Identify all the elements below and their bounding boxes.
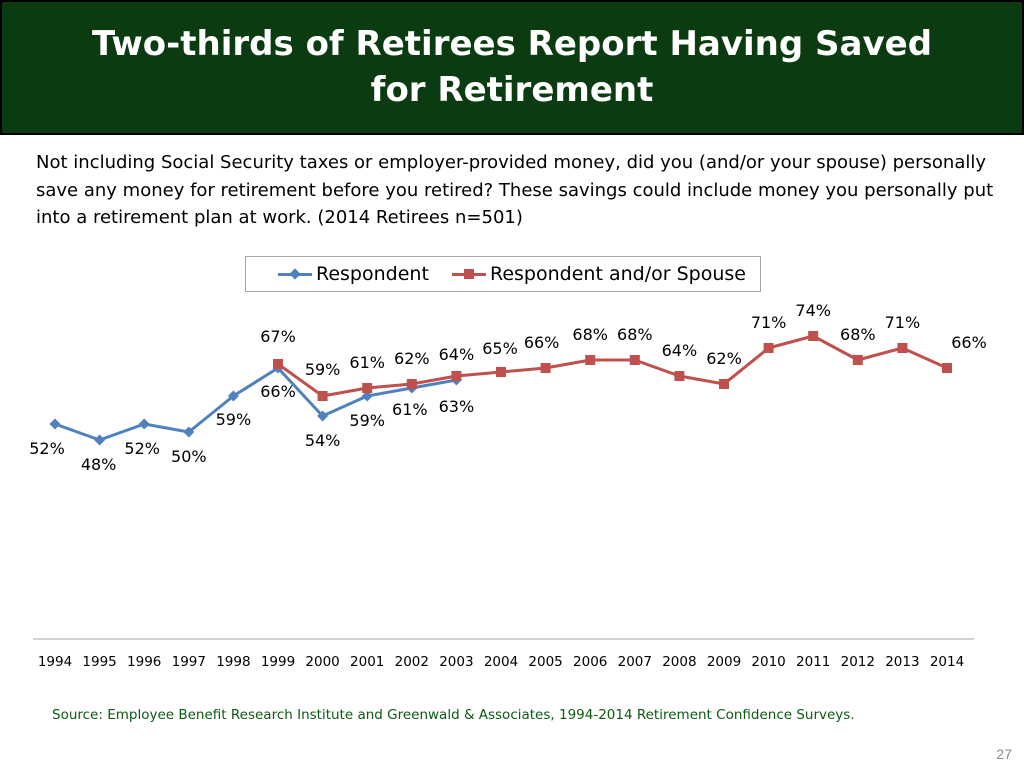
x-tick-label: 1998 <box>216 654 250 670</box>
spouse-data-label: 62% <box>706 349 742 368</box>
x-tick-label: 2007 <box>618 654 652 670</box>
respondent-data-label: 59% <box>349 411 385 430</box>
respondent-data-label: 63% <box>439 397 475 416</box>
spouse-data-label: 74% <box>795 301 831 320</box>
spouse-data-label: 66% <box>524 333 560 352</box>
spouse-point <box>674 371 685 381</box>
legend-swatch-spouse <box>452 268 486 280</box>
x-tick-label: 1994 <box>38 654 72 670</box>
series-line-respondent <box>54 366 457 442</box>
x-tick-label: 2004 <box>484 654 518 670</box>
chart-legend: Respondent Respondent and/or Spouse <box>245 256 761 292</box>
x-tick-label: 2011 <box>796 654 830 670</box>
line-chart: 1994 1995 1996 1997 1998 1999 2000 2001 2002 2003… <box>29 301 987 670</box>
x-tick-label: 2002 <box>395 654 429 670</box>
spouse-data-label: 71% <box>751 313 787 332</box>
x-tick-label: 1996 <box>127 654 161 670</box>
spouse-data-label: 68% <box>572 325 608 344</box>
spouse-data-label: 64% <box>662 341 698 360</box>
respondent-data-label: 48% <box>81 455 117 474</box>
page-number: 27 <box>996 746 1012 762</box>
spouse-data-label: 62% <box>394 349 430 368</box>
x-tick-label: 2013 <box>885 654 919 670</box>
spouse-point <box>808 331 819 341</box>
legend-label-spouse: Respondent and/or Spouse <box>490 263 746 285</box>
spouse-data-label: 61% <box>349 353 385 372</box>
respondent-point <box>317 410 329 422</box>
spouse-data-label: 66% <box>951 333 987 352</box>
x-tick-label: 2010 <box>751 654 785 670</box>
respondent-point <box>227 390 239 402</box>
respondent-data-label: 54% <box>305 431 341 450</box>
respondent-data-label: 66% <box>260 382 296 401</box>
x-tick-label: 1997 <box>172 654 206 670</box>
spouse-point <box>362 383 373 393</box>
legend-item-spouse: Respondent and/or Spouse <box>452 257 746 291</box>
legend-item-respondent: Respondent <box>278 257 429 291</box>
x-tick-label: 2014 <box>930 654 964 670</box>
respondent-point <box>361 390 373 402</box>
spouse-point <box>942 363 952 373</box>
x-tick-label: 2005 <box>528 654 562 670</box>
respondent-point <box>94 434 106 446</box>
spouse-data-label: 71% <box>885 313 921 332</box>
spouse-point <box>406 379 417 389</box>
x-tick-label: 2009 <box>707 654 741 670</box>
spouse-data-label: 64% <box>439 345 475 364</box>
respondent-data-label: 52% <box>124 439 160 458</box>
spouse-data-label: 67% <box>260 327 296 346</box>
respondent-point <box>138 418 150 430</box>
spouse-point <box>897 343 908 353</box>
x-tick-label: 1999 <box>261 654 295 670</box>
series-line-spouse <box>277 334 948 398</box>
spouse-point <box>852 355 863 365</box>
respondent-data-label: 52% <box>29 439 65 458</box>
spouse-point <box>719 379 729 389</box>
spouse-point <box>763 343 774 353</box>
respondent-point <box>183 426 195 438</box>
title-bar: Two-thirds of Retirees Report Having Sav… <box>0 0 1024 135</box>
survey-question: Not including Social Security taxes or e… <box>36 152 994 228</box>
spouse-data-label: 68% <box>840 325 876 344</box>
respondent-data-label: 61% <box>392 400 428 419</box>
spouse-point <box>629 355 640 365</box>
spouse-point <box>451 371 462 381</box>
spouse-point <box>496 367 506 377</box>
slide-title: Two-thirds of Retirees Report Having Sav… <box>91 23 933 110</box>
spouse-data-label: 65% <box>482 339 518 358</box>
spouse-data-label: 68% <box>617 325 653 344</box>
legend-label-respondent: Respondent <box>316 263 429 285</box>
spouse-point <box>273 359 283 369</box>
x-tick-label: 2006 <box>573 654 607 670</box>
x-tick-label: 1995 <box>82 654 116 670</box>
spouse-data-label: 59% <box>305 360 341 379</box>
respondent-data-label: 59% <box>216 410 252 429</box>
x-tick-label: 2008 <box>662 654 696 670</box>
x-tick-label: 2001 <box>350 654 384 670</box>
spouse-point <box>585 355 596 365</box>
spouse-point <box>540 363 551 373</box>
x-tick-label: 2003 <box>439 654 473 670</box>
x-tick-label: 2012 <box>841 654 875 670</box>
source-note: Source: Employee Benefit Research Instit… <box>52 707 855 723</box>
respondent-data-label: 50% <box>171 447 207 466</box>
spouse-point <box>317 391 328 401</box>
legend-swatch-respondent <box>278 268 312 280</box>
respondent-point <box>49 418 61 430</box>
x-tick-label: 2000 <box>305 654 339 670</box>
